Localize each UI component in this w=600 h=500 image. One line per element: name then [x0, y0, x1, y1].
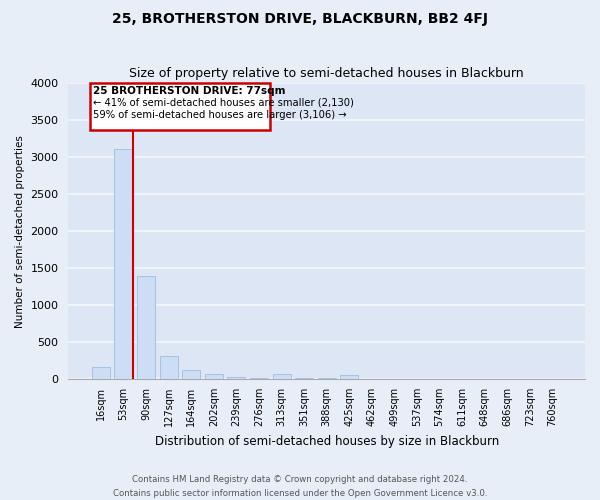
Title: Size of property relative to semi-detached houses in Blackburn: Size of property relative to semi-detach…: [130, 66, 524, 80]
Text: ← 41% of semi-detached houses are smaller (2,130): ← 41% of semi-detached houses are smalle…: [93, 98, 353, 108]
Bar: [92, 368, 110, 379]
Text: 25 BROTHERSTON DRIVE: 77sqm: 25 BROTHERSTON DRIVE: 77sqm: [93, 86, 285, 97]
Bar: [205, 374, 223, 379]
Bar: [160, 356, 178, 379]
Bar: [182, 370, 200, 379]
FancyBboxPatch shape: [90, 84, 270, 130]
Bar: [317, 378, 336, 379]
Bar: [137, 276, 155, 379]
Text: 25, BROTHERSTON DRIVE, BLACKBURN, BB2 4FJ: 25, BROTHERSTON DRIVE, BLACKBURN, BB2 4F…: [112, 12, 488, 26]
Text: Contains HM Land Registry data © Crown copyright and database right 2024.
Contai: Contains HM Land Registry data © Crown c…: [113, 476, 487, 498]
X-axis label: Distribution of semi-detached houses by size in Blackburn: Distribution of semi-detached houses by …: [155, 434, 499, 448]
Bar: [272, 374, 290, 379]
Bar: [340, 376, 358, 379]
Bar: [295, 378, 313, 379]
Text: 59% of semi-detached houses are larger (3,106) →: 59% of semi-detached houses are larger (…: [93, 110, 346, 120]
Bar: [250, 378, 268, 379]
Bar: [115, 148, 133, 379]
Bar: [227, 378, 245, 379]
Y-axis label: Number of semi-detached properties: Number of semi-detached properties: [15, 135, 25, 328]
